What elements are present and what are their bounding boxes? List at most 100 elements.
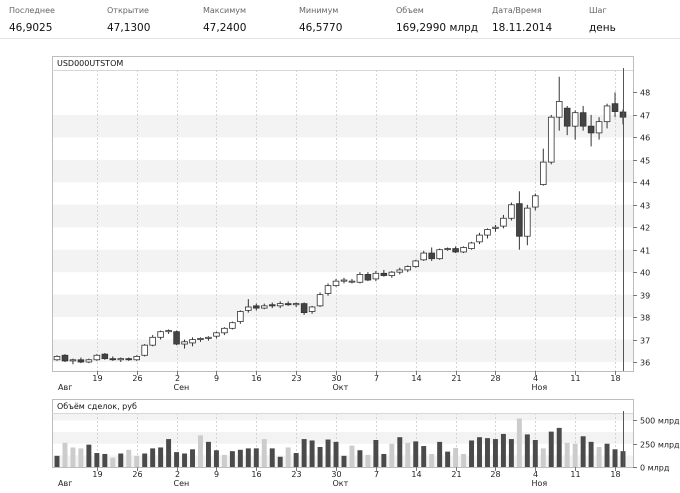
candle-body (348, 280, 356, 283)
candle-body (245, 306, 252, 311)
candle-body (468, 242, 475, 249)
y-tick-label: 38 (640, 314, 650, 323)
volume-bar (94, 453, 100, 467)
candle-body (540, 161, 547, 185)
volume-bar (221, 454, 227, 467)
volume-bar (62, 442, 68, 467)
price-chart-title: USD000UTSTOM (57, 59, 123, 68)
x-tick-label: 11 (570, 470, 580, 479)
x-tick-label: 23 (291, 374, 301, 383)
y-tick-label: 39 (640, 292, 650, 301)
volume-bar (158, 447, 164, 467)
x-tick-label: 21 (451, 470, 461, 479)
candle-body (603, 105, 611, 123)
price-band (52, 339, 633, 363)
volume-bar (405, 442, 411, 467)
volume-bars (54, 418, 626, 467)
y-tick-label: 44 (640, 179, 650, 188)
candle-body (372, 272, 380, 280)
candle-body (388, 271, 396, 276)
column-value: 169,2990 млрд (396, 22, 478, 34)
candle-body (452, 248, 459, 253)
candle-body (268, 304, 276, 307)
candle-body (324, 285, 332, 294)
volume-bar (78, 448, 84, 467)
x-tick-label: 23 (291, 470, 301, 479)
x-tick-label: 30 (331, 470, 341, 479)
volume-bar (110, 457, 116, 467)
y-tick-label: 42 (640, 224, 650, 233)
candle-body (532, 195, 539, 208)
candle-body (109, 358, 117, 361)
volume-bar (437, 441, 443, 467)
candle-body (595, 121, 603, 134)
x-tick-label: 28 (490, 470, 500, 479)
candle-body (404, 266, 412, 271)
candle-body (508, 204, 515, 219)
candle-body (460, 247, 467, 253)
candle-body (253, 305, 260, 309)
candle-body (500, 217, 507, 227)
candle-body (133, 355, 140, 361)
volume-bar (373, 440, 379, 467)
volume-bar (556, 427, 562, 467)
candle-body (53, 355, 61, 361)
candle-body (237, 311, 244, 322)
volume-bar (469, 440, 475, 467)
x-month-label: Ноя (532, 383, 548, 392)
candle-body (221, 327, 228, 334)
x-tick-label: 7 (374, 374, 379, 383)
volume-bar (150, 448, 156, 467)
volume-bar (198, 435, 203, 467)
volume-bar (596, 446, 602, 467)
candle-body (197, 338, 204, 340)
volume-bar (421, 446, 427, 467)
volume-bar (229, 451, 235, 467)
column-label: Открытие (107, 6, 149, 15)
volume-bar (269, 448, 275, 467)
volume-bar (277, 456, 283, 467)
volume-bar (301, 439, 307, 467)
column-value: 46,9025 (9, 22, 53, 34)
y-tick-label: 250 млрд (640, 441, 680, 450)
volume-bar (349, 445, 355, 467)
candle-body (77, 359, 85, 363)
x-tick-label: 2 (175, 374, 180, 383)
volume-bar (126, 449, 132, 467)
candle-body (181, 341, 188, 345)
candle-body (213, 332, 220, 337)
volume-bar (548, 431, 554, 467)
x-tick-label: 14 (411, 470, 421, 479)
volume-bar (508, 439, 514, 467)
volume-bar (245, 448, 251, 467)
candle-body (555, 101, 563, 118)
volume-bar (580, 436, 586, 467)
x-tick-label: 4 (533, 470, 538, 479)
candle-body (141, 344, 148, 356)
volume-bar (397, 437, 403, 467)
candle-body (547, 116, 555, 163)
x-tick-label: 18 (610, 470, 620, 479)
x-tick-label: 26 (132, 470, 142, 479)
candle-body (157, 331, 164, 338)
x-month-label: Окт (333, 479, 349, 488)
x-tick-label: 19 (92, 470, 102, 479)
volume-bar (325, 439, 331, 467)
volume-bar (261, 439, 267, 467)
volume-bar (293, 453, 299, 467)
y-tick-label: 48 (640, 89, 650, 98)
x-tick-label: 11 (570, 374, 580, 383)
candle-body (516, 203, 523, 237)
volume-bar (389, 443, 395, 467)
price-band (52, 204, 633, 228)
candle-body (316, 294, 324, 307)
column-value: 18.11.2014 (492, 22, 553, 34)
volume-bar (309, 440, 315, 467)
volume-band (52, 413, 633, 421)
candle-body (165, 330, 172, 333)
candle-body (428, 252, 435, 260)
volume-bar (118, 453, 124, 467)
x-tick-label: 9 (214, 374, 219, 383)
candle-body (420, 252, 427, 261)
volume-bar (516, 418, 522, 467)
